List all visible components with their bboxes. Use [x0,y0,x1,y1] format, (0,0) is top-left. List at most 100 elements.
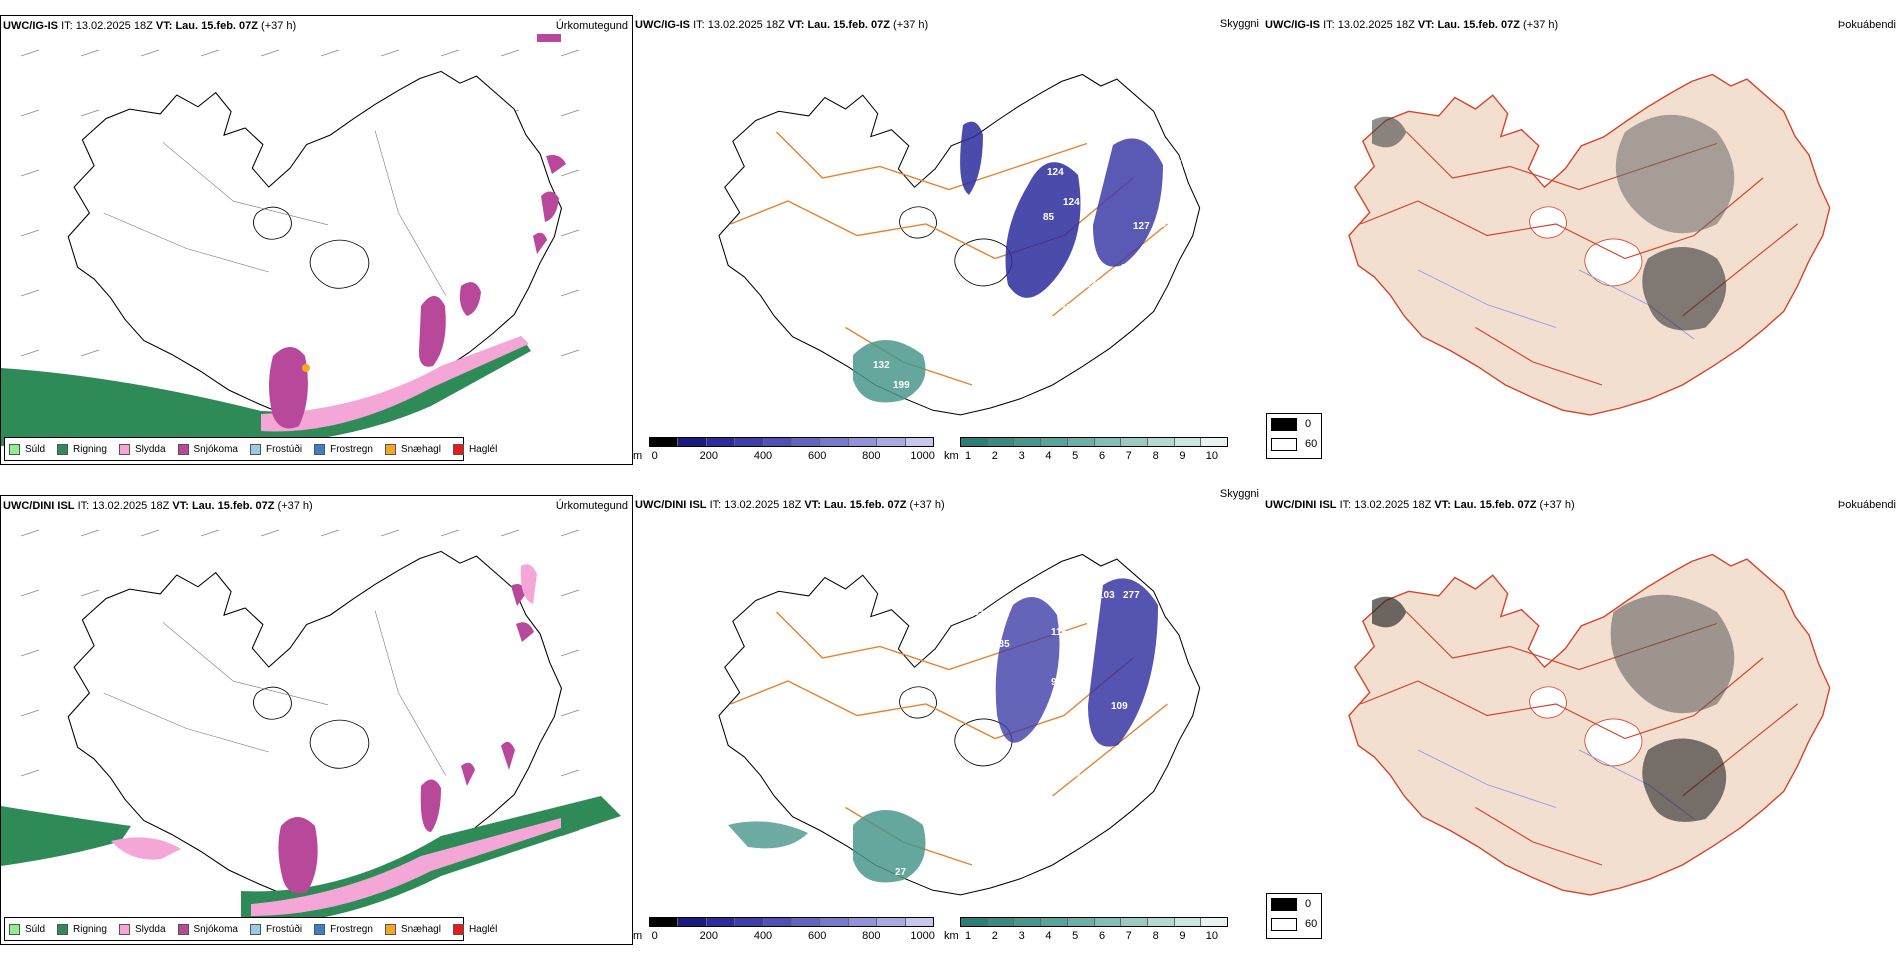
fog-panel-top: UWC/IG-IS IT: 13.02.2025 18Z VT: Lau. 15… [1263,15,1900,465]
legend-item: Frostúði [249,443,302,455]
legend-item: Slydda [118,443,166,455]
precip-type-map [1,34,580,446]
vis-label: 76 [993,191,1005,202]
colorbar-boxes [649,437,934,447]
precip-legend: Súld Rigning Slydda Snjókoma Frostúði Fr… [4,917,497,941]
sky-swatch [1271,417,1297,431]
panel-title: UWC/IG-IS IT: 13.02.2025 18Z VT: Lau. 15… [3,20,297,32]
precip-type-panel-bottom: UWC/DINI ISL IT: 13.02.2025 18Z VT: Lau.… [0,495,633,945]
tick-label: 0 [651,930,658,942]
panel-title: UWC/DINI ISL IT: 13.02.2025 18Z VT: Lau.… [3,500,313,512]
tick-label: 5 [1072,450,1079,462]
tick-label: 7 [1125,450,1132,462]
colorbar-step [650,438,679,446]
colorbar-step [1067,438,1095,446]
legend-item: Rigning [57,443,107,455]
legend-swatch [384,923,396,935]
colorbar-step [1174,918,1202,926]
visibility-labels: 132 199 124 85 124 129 109 17 288 83 127… [873,159,1194,391]
sky-swatch [1271,897,1297,911]
tick-label: 7 [1125,930,1132,942]
legend-item: Rigning [57,923,107,935]
tick-label: 2 [991,450,998,462]
vis-label: 129 [1085,279,1102,290]
colorbar-step [706,918,736,926]
colorbar-step [905,438,934,446]
legend-swatch [384,443,396,455]
colorbar-step [1067,918,1095,926]
vis-label: 199 [893,380,910,391]
legend-swatch [177,923,189,935]
tick-label: 600 [807,930,827,942]
tick-label: 0 [651,450,658,462]
vis-label: 124 [1047,167,1064,178]
vis-label: 219 [1061,647,1078,658]
vis-label: 277 [1123,590,1140,601]
tick-label: 8 [1152,930,1159,942]
colorbar-step [1094,918,1122,926]
fog-map [1348,73,1831,416]
vis-label: 27 [895,867,907,878]
colorbar-step [735,918,764,926]
vis-label: 85 [1043,212,1055,223]
legend-item: Snjókoma [177,923,238,935]
colorbar-step [848,438,878,446]
visibility-panel-top: UWC/IG-IS IT: 13.02.2025 18Z VT: Lau. 15… [633,15,1263,465]
vis-label: 83 [1121,263,1133,274]
tick-label: 800 [862,930,881,942]
tick-label: 10 [1205,930,1219,942]
vis-label: 19 [1088,767,1100,778]
tick-label: 4 [1045,450,1052,462]
vis-label: 199 [1177,159,1194,170]
sky-row: 60 [1267,914,1321,934]
precip-type-map [1,529,621,926]
tick-label: 1000 [910,450,935,462]
tick-label: 8 [1152,450,1159,462]
panel-name: Úrkomutegund [555,500,628,512]
colorbar-step [1041,918,1068,926]
fog-panel-bottom: UWC/DINI ISL IT: 13.02.2025 18Z VT: Lau.… [1263,495,1900,945]
colorbar-step [1147,918,1175,926]
panel-title: UWC/DINI ISL IT: 13.02.2025 18Z VT: Lau.… [1265,499,1575,511]
colorbar-step [1201,918,1228,926]
vis-label: 127 [1133,221,1150,232]
legend-swatch [177,443,189,455]
legend-item: Haglél [452,923,497,935]
panel-name: Úrkomutegund [555,20,628,32]
colorbar-step [1094,438,1122,446]
vis-label: 116 [1051,627,1068,638]
tick-label: 2 [991,930,998,942]
tick-label: 10 [1205,450,1219,462]
legend-item: Frostregn [314,923,373,935]
colorbar-unit: m [633,930,643,942]
legend-swatch [9,923,20,935]
colorbar-boxes [960,917,1228,927]
legend-swatch [249,443,261,455]
sky-row: 0 [1267,894,1321,914]
vis-label: 135 [993,639,1010,650]
colorbar-labels: m 0 200 400 600 800 1000 [633,447,935,462]
sky-legend-top: 0 60 [1266,413,1322,459]
tick-label: 3 [1018,930,1025,942]
colorbar-step [1014,438,1042,446]
legend-item: Snæhagl [384,923,441,935]
legend-swatch [118,923,130,935]
visibility-map: 103 277 135 116 219 9 109 177 19 27 185 … [718,553,1201,896]
tick-label: 200 [699,930,719,942]
tick-label: 600 [807,450,827,462]
tick-label: 1000 [910,930,935,942]
vis-label: 288 [1063,333,1080,344]
legend-swatch [314,443,326,455]
colorbar-meters-bottom: m 0 200 400 600 800 1000 [633,917,935,953]
colorbar-step [1174,438,1202,446]
legend-item: Snjókoma [177,443,238,455]
legend-item: Snæhagl [384,443,441,455]
visibility-panel-bottom: UWC/DINI ISL IT: 13.02.2025 18Z VT: Lau.… [633,488,1263,945]
vis-label: 103 [1098,590,1115,601]
sky-row: 60 [1267,434,1321,454]
colorbar-boxes [649,917,934,927]
tick-label: 1 [964,930,972,942]
legend-swatch [249,923,261,935]
panel-name: Þokuábendi [1837,499,1896,511]
fog-map [1348,553,1831,896]
